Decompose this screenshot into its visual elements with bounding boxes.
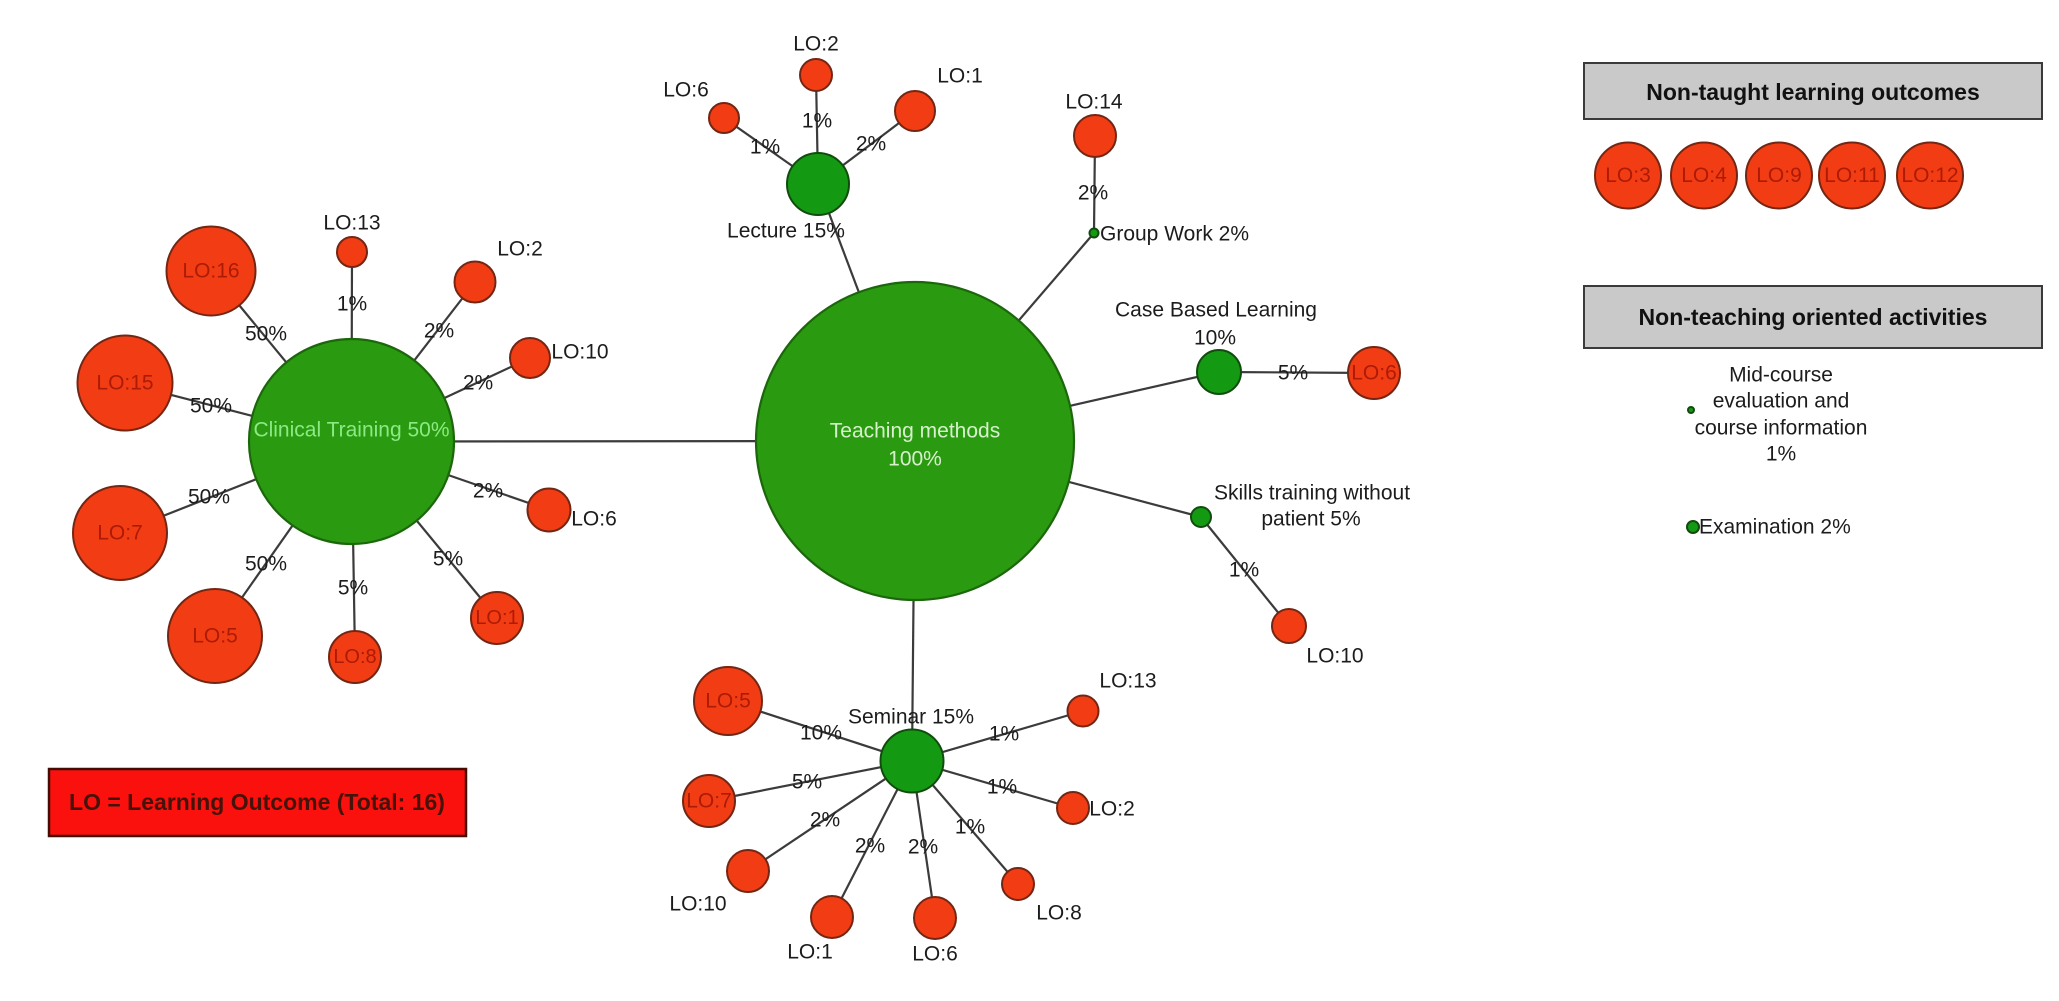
svg-text:LO:6: LO:6 <box>663 79 709 102</box>
svg-text:LO:8: LO:8 <box>333 646 376 668</box>
svg-text:LO:9: LO:9 <box>1756 164 1802 187</box>
svg-text:LO:1: LO:1 <box>787 941 833 964</box>
svg-text:1%: 1% <box>987 776 1017 799</box>
svg-text:LO:5: LO:5 <box>705 690 751 713</box>
svg-text:1%: 1% <box>337 293 367 316</box>
svg-text:1%: 1% <box>1229 559 1259 582</box>
svg-text:Lecture 15%: Lecture 15% <box>727 220 845 243</box>
svg-text:LO:6: LO:6 <box>1351 362 1397 385</box>
svg-text:1%: 1% <box>750 136 780 159</box>
svg-text:50%: 50% <box>190 395 232 418</box>
svg-text:LO:7: LO:7 <box>97 522 143 545</box>
svg-text:1%: 1% <box>802 110 832 133</box>
svg-text:2%: 2% <box>473 480 503 503</box>
svg-text:100%: 100% <box>888 448 942 471</box>
svg-text:evaluation and: evaluation and <box>1713 390 1850 413</box>
svg-text:2%: 2% <box>810 809 840 832</box>
svg-text:LO:10: LO:10 <box>669 893 726 916</box>
svg-text:Case Based Learning: Case Based Learning <box>1115 299 1317 322</box>
svg-text:LO:1: LO:1 <box>937 65 983 88</box>
svg-text:LO:14: LO:14 <box>1065 91 1123 114</box>
svg-text:2%: 2% <box>856 133 886 156</box>
svg-text:LO:13: LO:13 <box>1099 670 1156 693</box>
svg-text:LO:11: LO:11 <box>1824 164 1880 187</box>
svg-text:10%: 10% <box>800 722 842 745</box>
svg-text:2%: 2% <box>908 836 938 859</box>
svg-text:LO:10: LO:10 <box>1306 645 1363 668</box>
svg-text:1%: 1% <box>989 723 1019 746</box>
svg-text:LO:2: LO:2 <box>793 33 839 56</box>
svg-text:Group Work 2%: Group Work 2% <box>1100 223 1249 246</box>
svg-text:LO:7: LO:7 <box>686 790 732 813</box>
svg-text:Non-taught learning outcomes: Non-taught learning outcomes <box>1646 79 1980 105</box>
svg-text:LO:10: LO:10 <box>551 341 608 364</box>
svg-text:Non-teaching oriented activiti: Non-teaching oriented activities <box>1639 304 1988 330</box>
svg-text:LO:1: LO:1 <box>475 607 518 629</box>
svg-text:5%: 5% <box>792 771 822 794</box>
svg-text:LO:4: LO:4 <box>1681 164 1727 187</box>
svg-text:10%: 10% <box>1194 327 1236 350</box>
svg-text:LO:5: LO:5 <box>192 625 238 648</box>
svg-text:50%: 50% <box>188 486 230 509</box>
svg-text:LO:2: LO:2 <box>497 238 543 261</box>
svg-text:2%: 2% <box>1078 182 1108 205</box>
svg-text:Mid-course: Mid-course <box>1729 364 1833 387</box>
svg-text:LO:6: LO:6 <box>912 943 958 966</box>
svg-text:1%: 1% <box>955 816 985 839</box>
svg-text:patient 5%: patient 5% <box>1261 508 1360 531</box>
svg-text:course information: course information <box>1695 417 1868 440</box>
svg-text:2%: 2% <box>855 835 885 858</box>
svg-text:Skills training without: Skills training without <box>1214 482 1410 505</box>
svg-text:Clinical Training 50%: Clinical Training 50% <box>253 419 449 442</box>
svg-text:1%: 1% <box>1766 443 1796 466</box>
svg-text:LO:12: LO:12 <box>1901 164 1958 187</box>
svg-text:5%: 5% <box>1278 362 1308 385</box>
svg-text:50%: 50% <box>245 323 287 346</box>
svg-text:LO:6: LO:6 <box>571 508 617 531</box>
svg-text:LO:2: LO:2 <box>1089 798 1135 821</box>
svg-text:LO:13: LO:13 <box>323 212 380 235</box>
svg-text:LO:8: LO:8 <box>1036 902 1082 925</box>
svg-text:LO:15: LO:15 <box>96 372 153 395</box>
svg-text:2%: 2% <box>424 320 454 343</box>
svg-text:5%: 5% <box>433 548 463 571</box>
svg-text:Teaching methods: Teaching methods <box>830 420 1000 443</box>
svg-text:2%: 2% <box>463 372 493 395</box>
svg-text:5%: 5% <box>338 577 368 600</box>
svg-text:LO:16: LO:16 <box>182 260 239 283</box>
svg-text:LO = Learning Outcome (Total:: LO = Learning Outcome (Total: 16) <box>69 789 445 815</box>
svg-text:50%: 50% <box>245 553 287 576</box>
svg-text:Examination 2%: Examination 2% <box>1699 516 1851 539</box>
svg-text:LO:3: LO:3 <box>1605 164 1651 187</box>
svg-text:Seminar 15%: Seminar 15% <box>848 706 974 729</box>
